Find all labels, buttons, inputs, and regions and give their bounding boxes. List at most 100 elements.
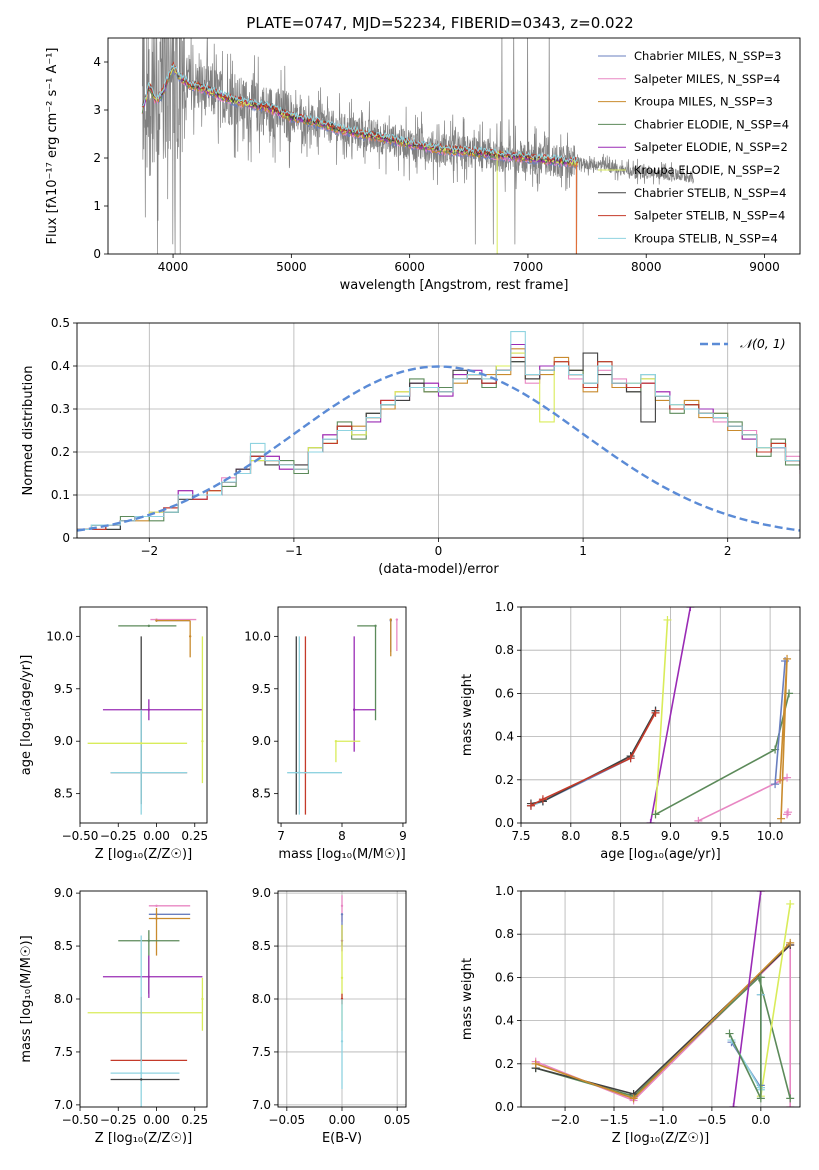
y-tick-label: 9.0 (54, 734, 73, 748)
legend-entry: Salpeter STELIB, N_SSP=4 (634, 209, 785, 223)
x-tick-label: −0.05 (268, 1113, 305, 1127)
legend: 𝒩(0, 1) (700, 336, 786, 351)
y-tick-label: 8.5 (252, 939, 271, 953)
mass-weight-marker (538, 795, 547, 804)
error-bar-point (147, 939, 151, 942)
error-bar-point (201, 997, 204, 1001)
x-axis-label: wavelength [Angstrom, rest frame] (340, 278, 569, 293)
x-tick-label: 0.25 (181, 1113, 208, 1127)
legend-entry: Kroupa STELIB, N_SSP=4 (634, 231, 778, 245)
x-axis-label: Z [log₁₀(Z/Z☉)] (95, 847, 192, 862)
age-vs-mass-plot-area (287, 618, 399, 815)
error-bar-point (395, 618, 399, 621)
error-bar-point (155, 904, 158, 908)
mass-weight-marker (786, 1094, 795, 1103)
age-vs-Z-plot-area (87, 618, 204, 815)
mass-vs-Z-chart: −0.50 −0.25 0.00 0.25 7.0 7.5 8.0 8.5 9.0 Z [log₁… (19, 886, 208, 1146)
x-tick-label: 0.05 (384, 1113, 411, 1127)
y-tick-label: 0.1 (51, 488, 70, 502)
spectrum-plot-area (141, 38, 694, 254)
mass-weight-marker (646, 819, 655, 823)
mass-weight-marker (686, 607, 695, 611)
x-axis-label: age [log₁₀(age/yr)] (600, 847, 721, 862)
y-tick-label: 10.0 (244, 629, 271, 643)
age-vs-Z-chart: −0.50 −0.25 0.00 0.25 8.5 9.0 9.5 10.0 Z [log₁₀(… (19, 606, 208, 862)
legend-entry: 𝒩(0, 1) (740, 336, 786, 351)
y-tick-label: 2 (93, 151, 101, 165)
y-axis-label: mass weight (460, 958, 475, 1040)
mass-weight-marker (781, 657, 790, 665)
mass-weight-line (530, 710, 657, 807)
mass-vs-EBV-plot-area (340, 895, 344, 1089)
mass-weight-marker (783, 810, 792, 819)
x-tick-label: 4000 (158, 260, 189, 274)
error-bar-point (140, 771, 143, 774)
axes-frame (277, 606, 407, 824)
histogram-series (77, 352, 800, 530)
y-tick-label: 10.0 (46, 629, 73, 643)
mass-weight-vs-age-plot-area (526, 607, 794, 823)
y-tick-label: 7.5 (252, 1045, 271, 1059)
y-tick-label: 1.0 (495, 884, 514, 898)
mass-weight-vs-age-chart: 7.5 8.0 8.5 9.0 9.5 10.0 0.0 0.2 0.4 0.6 0.8 1.0 age… (460, 600, 801, 862)
y-tick-label: 1 (93, 199, 101, 213)
y-axis-label: Normed distribution (21, 366, 36, 496)
axes-frame (107, 37, 801, 255)
y-tick-label: 9.0 (252, 734, 271, 748)
x-tick-label: 6000 (394, 260, 425, 274)
mass-weight-marker (783, 773, 792, 782)
mass-weight-marker (531, 1059, 540, 1068)
error-bar-point (340, 1040, 344, 1043)
x-tick-label: 5000 (276, 260, 307, 274)
y-tick-label: 0.0 (495, 816, 514, 830)
normal-curve (77, 365, 800, 532)
error-bar-point (147, 708, 151, 711)
error-bar-point (374, 624, 377, 628)
mass-weight-marker (784, 808, 793, 817)
mass-weight-marker (651, 708, 660, 717)
y-tick-label: 8.5 (54, 939, 73, 953)
mass-weight-marker (776, 775, 785, 784)
error-bar-point (147, 624, 151, 628)
histogram-series (77, 361, 800, 530)
x-tick-label: 8.5 (611, 829, 630, 843)
mass-weight-marker (756, 891, 765, 895)
mass-weight-marker (771, 780, 780, 789)
error-bar-point (140, 1078, 143, 1081)
x-tick-label: 0.00 (329, 1113, 356, 1127)
error-bar-point (155, 917, 158, 920)
y-tick-label: 0.2 (495, 1057, 514, 1071)
x-tick-label: 2 (724, 544, 732, 558)
error-bar-point (352, 708, 356, 711)
legend-entry: Kroupa ELODIE, N_SSP=2 (634, 163, 780, 177)
mass-weight-marker (777, 814, 786, 823)
y-tick-label: 0.2 (495, 773, 514, 787)
x-tick-label: 0.00 (143, 829, 170, 843)
y-tick-label: 9.0 (252, 886, 271, 900)
mass-weight-marker (663, 615, 672, 624)
spectrum-chart: 4000 5000 6000 7000 8000 9000 0 1 2 3 4 wavelength … (45, 37, 801, 293)
mass-weight-marker (786, 899, 795, 908)
mass-vs-Z-plot-area (87, 904, 204, 1107)
x-tick-label: 10.0 (757, 829, 784, 843)
error-bar-point (188, 635, 192, 638)
error-bar-point (340, 904, 344, 908)
legend-entry: Kroupa MILES, N_SSP=3 (634, 95, 773, 109)
y-tick-label: 4 (93, 55, 101, 69)
x-tick-label: 9.5 (711, 829, 730, 843)
y-tick-label: 0.8 (495, 643, 514, 657)
y-tick-label: 0.4 (495, 1014, 514, 1028)
mass-weight-line (655, 693, 790, 816)
axes-frame (520, 606, 801, 824)
legend-entry: Chabrier ELODIE, N_SSP=4 (634, 117, 789, 131)
x-tick-label: 9.0 (661, 829, 680, 843)
mass-weight-line (774, 660, 786, 785)
x-tick-label: 7000 (513, 260, 544, 274)
x-tick-label: 9 (399, 829, 407, 843)
x-tick-label: −1 (285, 544, 303, 558)
y-tick-label: 0.3 (51, 402, 70, 416)
x-tick-label: −0.5 (697, 1113, 726, 1127)
y-tick-label: 3 (93, 103, 101, 117)
y-tick-label: 7.5 (54, 1045, 73, 1059)
